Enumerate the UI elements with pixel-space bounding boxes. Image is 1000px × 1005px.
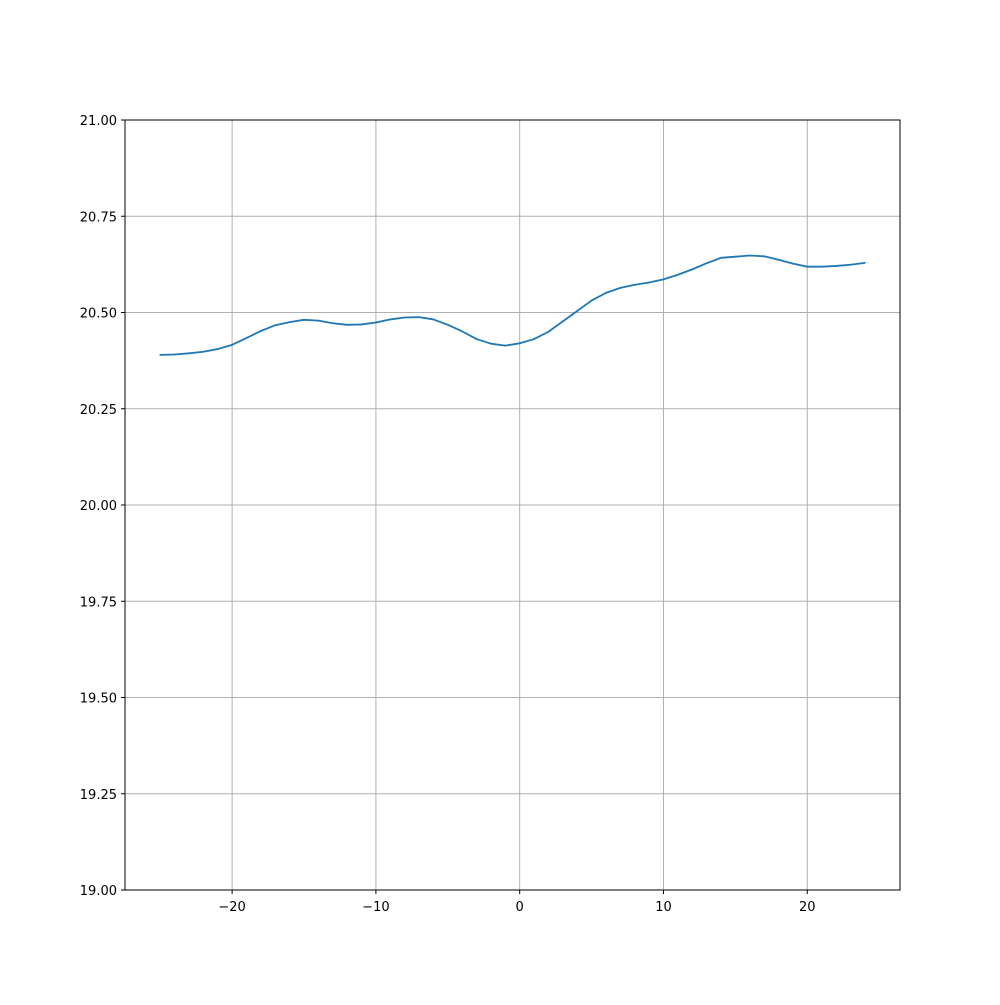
data-point <box>288 321 291 324</box>
x-tick-label: −20 <box>218 900 245 915</box>
data-point <box>676 273 679 276</box>
y-tick-label: 19.50 <box>80 692 117 707</box>
y-tick-label: 19.75 <box>80 595 117 610</box>
data-point <box>849 263 852 266</box>
data-point <box>820 265 823 268</box>
data-point <box>561 320 564 323</box>
data-point <box>346 323 349 326</box>
data-point <box>389 318 392 321</box>
data-point <box>835 265 837 267</box>
data-point <box>303 318 305 321</box>
data-point <box>475 338 478 340</box>
y-tick-label: 20.50 <box>80 307 117 322</box>
data-point <box>691 268 694 271</box>
data-point <box>533 338 535 340</box>
data-point <box>259 330 262 332</box>
data-point <box>504 344 507 347</box>
data-point <box>863 261 866 264</box>
y-tick-label: 20.25 <box>80 403 117 418</box>
data-point <box>317 319 320 322</box>
tick-layer: −20 −10 0 10 20 19.00 19.25 19.50 19.75 20.00 20.2… <box>80 114 816 915</box>
data-point <box>576 310 579 312</box>
y-tick-label: 20.00 <box>80 499 117 514</box>
y-tick-label: 21.00 <box>80 114 117 129</box>
data-point <box>720 256 722 259</box>
data-point <box>806 265 809 268</box>
data-point <box>734 255 737 258</box>
data-point <box>216 348 219 350</box>
grid-layer <box>125 119 900 891</box>
data-point <box>461 330 464 333</box>
data-point <box>360 323 363 326</box>
series-layer <box>159 254 866 356</box>
data-point <box>202 350 205 353</box>
data-point <box>590 299 593 302</box>
data-point <box>274 324 277 327</box>
data-point <box>331 322 334 325</box>
data-point <box>159 353 162 356</box>
x-tick-label: 20 <box>799 900 816 915</box>
data-point <box>605 291 607 294</box>
data-point <box>518 342 521 345</box>
data-point <box>173 353 176 356</box>
data-point <box>547 330 550 333</box>
data-point <box>403 316 406 319</box>
data-point <box>375 321 377 324</box>
data-point <box>619 286 622 289</box>
x-tick-label: 0 <box>516 900 524 915</box>
data-point <box>662 278 665 281</box>
data-point <box>188 352 190 355</box>
y-tick-label: 20.75 <box>80 210 117 225</box>
data-point <box>245 337 248 339</box>
data-point <box>748 254 751 257</box>
data-point <box>490 342 492 345</box>
data-point <box>633 283 636 286</box>
data-point <box>705 262 708 265</box>
data-point <box>231 343 234 346</box>
x-tick-label: −10 <box>362 900 389 915</box>
data-point <box>418 316 420 319</box>
data-point <box>432 318 435 321</box>
data-point <box>777 258 780 261</box>
x-tick-label: 10 <box>655 900 672 915</box>
data-point <box>446 323 449 326</box>
data-point <box>763 255 766 258</box>
y-tick-label: 19.25 <box>80 788 117 803</box>
data-point <box>791 262 794 265</box>
series-line-0 <box>160 254 865 356</box>
data-point <box>648 281 650 284</box>
y-tick-label: 19.00 <box>80 884 117 899</box>
